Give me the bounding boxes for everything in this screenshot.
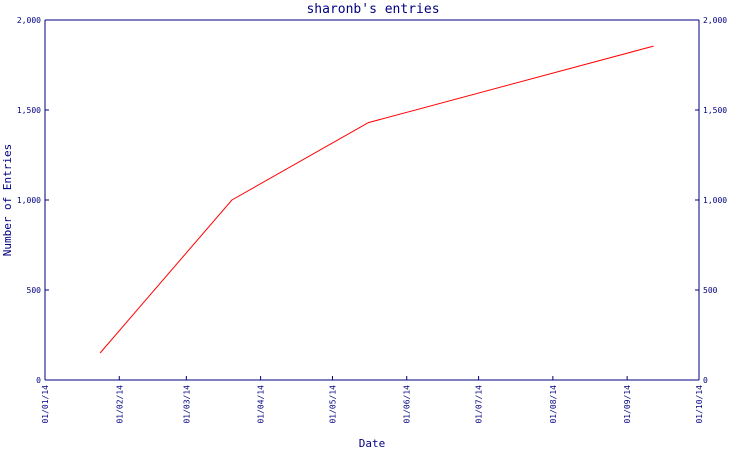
y-tick-label-left: 0 bbox=[36, 376, 41, 385]
y-tick-label-right: 2,000 bbox=[703, 16, 727, 25]
y-tick-label-left: 500 bbox=[27, 286, 42, 295]
x-tick-label: 01/06/14 bbox=[403, 385, 412, 424]
x-tick-label: 01/03/14 bbox=[182, 385, 191, 424]
x-tick-label: 01/05/14 bbox=[328, 385, 337, 424]
y-tick-label-right: 1,000 bbox=[703, 196, 727, 205]
x-tick-label: 01/01/14 bbox=[41, 385, 50, 424]
series-line bbox=[99, 45, 654, 354]
x-tick-label: 01/08/14 bbox=[549, 385, 558, 424]
y-tick-label-right: 0 bbox=[703, 376, 708, 385]
x-axis-label: Date bbox=[359, 437, 386, 450]
right-y-ticks: 0 500 1,000 1,500 2,000 bbox=[695, 16, 727, 385]
chart-title: sharonb's entries bbox=[306, 2, 439, 17]
x-tick-label: 01/02/14 bbox=[115, 385, 124, 424]
y-tick-label-left: 1,000 bbox=[17, 196, 41, 205]
x-ticks: 01/01/14 01/02/14 01/03/14 01/04/14 01/05/14… bbox=[41, 376, 704, 424]
x-tick-label: 01/10/14 bbox=[695, 385, 704, 424]
x-tick-label: 01/09/14 bbox=[623, 385, 632, 424]
y-tick-label-left: 1,500 bbox=[17, 106, 41, 115]
left-y-ticks: 0 500 1,000 1,500 2,000 bbox=[17, 16, 49, 385]
y-axis-label: Number of Entries bbox=[1, 144, 14, 257]
y-tick-label-right: 1,500 bbox=[703, 106, 727, 115]
y-tick-label-right: 500 bbox=[703, 286, 718, 295]
x-tick-label: 01/07/14 bbox=[475, 385, 484, 424]
y-tick-label-left: 2,000 bbox=[17, 16, 41, 25]
x-tick-label: 01/04/14 bbox=[257, 385, 266, 424]
